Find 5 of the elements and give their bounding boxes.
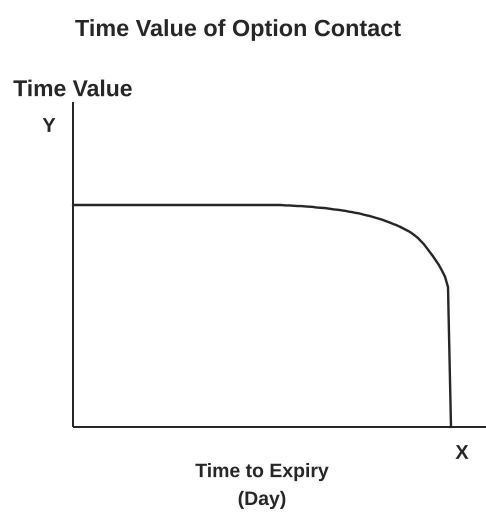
text: X <box>456 445 468 459</box>
chart-title: Time Value of Option Contact <box>75 19 401 41</box>
text: Y <box>42 118 56 132</box>
x-axis-title: Time to Expiry (Day) <box>195 462 329 509</box>
text: Time Value <box>13 80 132 96</box>
